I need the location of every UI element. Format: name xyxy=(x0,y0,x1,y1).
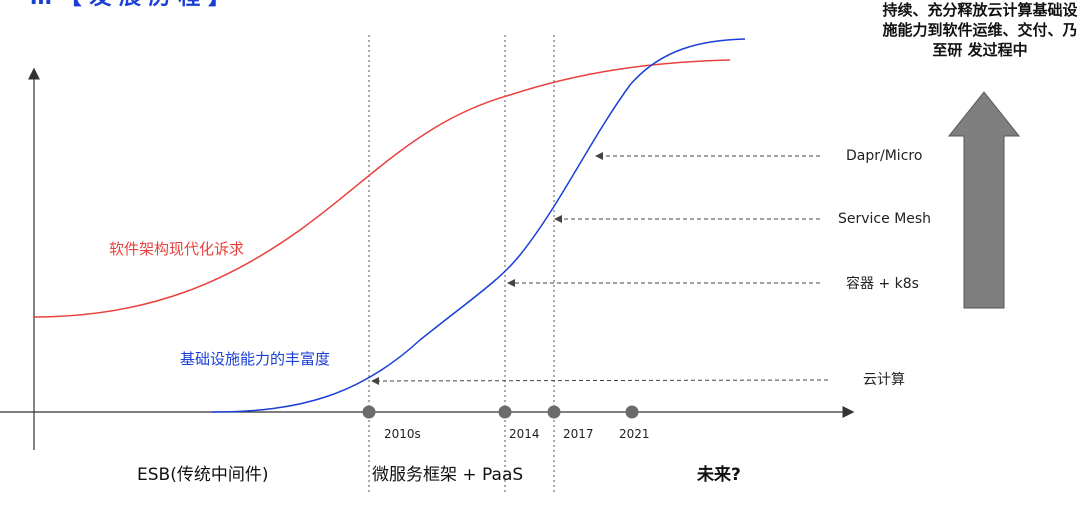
capability-curve-label: 基础设施能力的丰富度 xyxy=(180,350,331,368)
capability-curve xyxy=(211,38,746,413)
year-label-2021: 2021 xyxy=(619,427,650,441)
demand-curve xyxy=(33,59,731,318)
year-label-2017: 2017 xyxy=(563,427,594,441)
era-esb: ESB(传统中间件) xyxy=(137,465,269,485)
year-label-2010s: 2010s xyxy=(384,427,421,441)
dapr-label: Dapr/Micro xyxy=(846,148,923,164)
title-fragment: … 【 发 展 历 程 】 xyxy=(30,0,230,10)
milestone-dot-2014 xyxy=(498,405,512,419)
era-microservices: 微服务框架 + PaaS xyxy=(372,465,524,485)
side-note: 持续、充分释放云计算基础设施能力到软件运维、交付、乃至研 发过程中 xyxy=(882,1,1078,59)
cloud-pointer xyxy=(371,376,829,385)
era-future: 未来? xyxy=(697,465,741,485)
milestone-dot-2010s xyxy=(362,405,376,419)
milestone-dot-2021 xyxy=(625,405,639,419)
demand-curve-label: 软件架构现代化诉求 xyxy=(109,240,245,258)
year-label-2014: 2014 xyxy=(509,427,540,441)
cloud-label: 云计算 xyxy=(863,372,905,388)
up-arrow-icon xyxy=(947,91,1021,309)
containers-label: 容器 + k8s xyxy=(846,276,919,292)
milestone-dot-2017 xyxy=(547,405,561,419)
service-mesh-label: Service Mesh xyxy=(838,211,932,227)
